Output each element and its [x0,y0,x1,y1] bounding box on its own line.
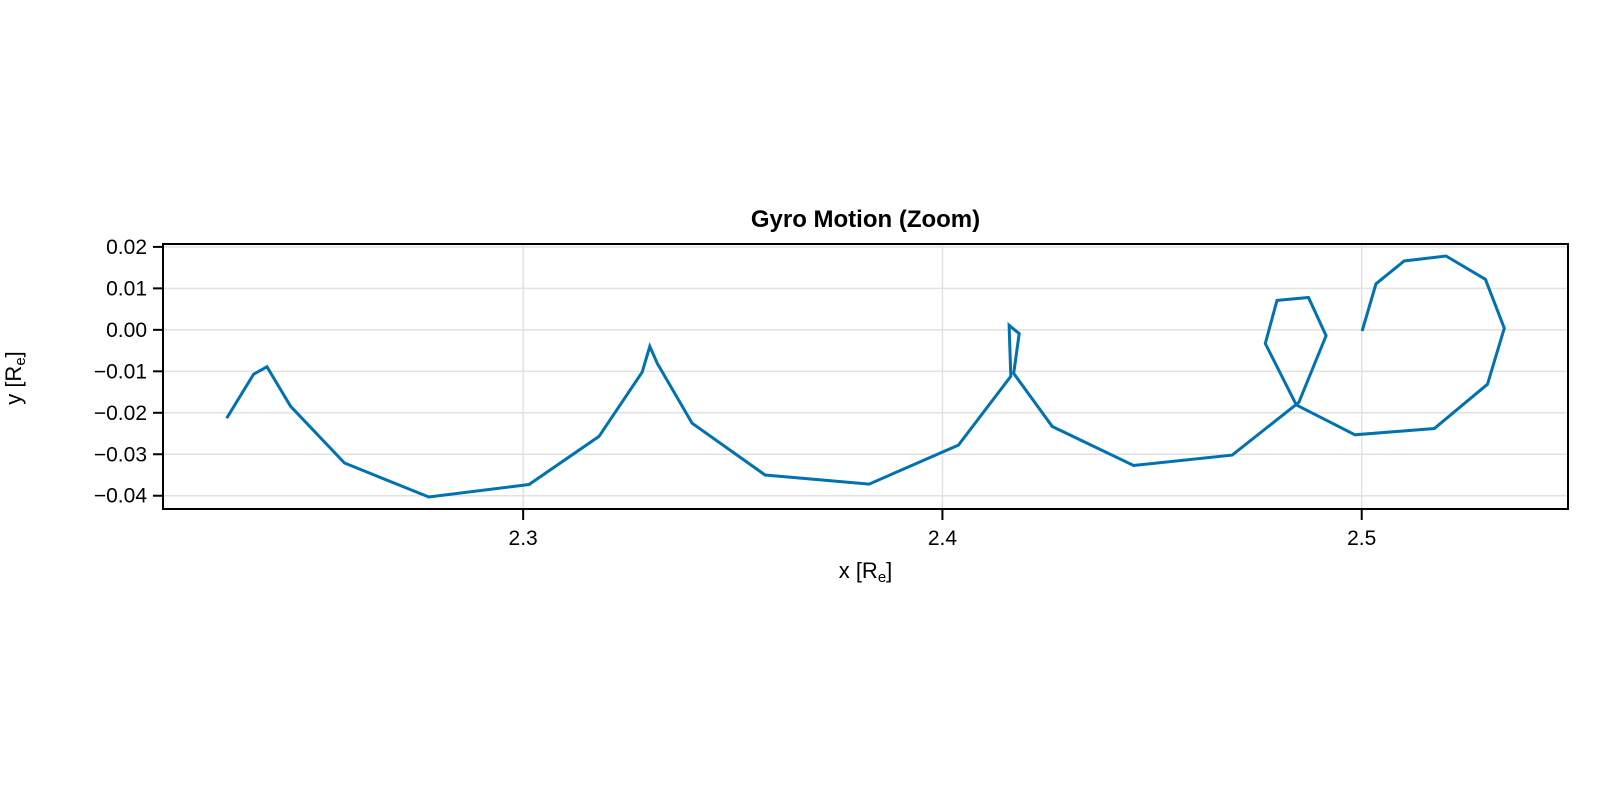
y-tick-label: 0.00 [106,319,147,342]
y-tick-label: −0.04 [94,485,147,508]
trajectory-line [225,254,1506,499]
y-tick-label: −0.02 [94,402,147,425]
y-tick-label: 0.01 [106,277,147,300]
axis-frame [162,243,1569,510]
x-axis-label-text: x [R [838,558,878,583]
x-tick-label: 2.5 [1347,527,1376,550]
chart-title: Gyro Motion (Zoom) [750,206,981,233]
x-axis-label: x [Re] [163,558,1568,586]
x-tick-label: 2.4 [928,527,958,550]
y-tick-label: 0.02 [106,236,147,259]
x-tick-label: 2.3 [509,527,538,550]
y-axis-label-subscript: e [12,357,29,366]
y-tick-label: −0.03 [94,443,147,466]
y-axis-label: y [Re] [1,218,29,538]
x-axis-label-close: ] [886,558,893,583]
x-axis-label-subscript: e [877,569,887,586]
plot-background [163,244,1568,509]
y-axis-label-text: y [R [1,365,26,405]
y-tick-label: −0.01 [94,360,147,383]
